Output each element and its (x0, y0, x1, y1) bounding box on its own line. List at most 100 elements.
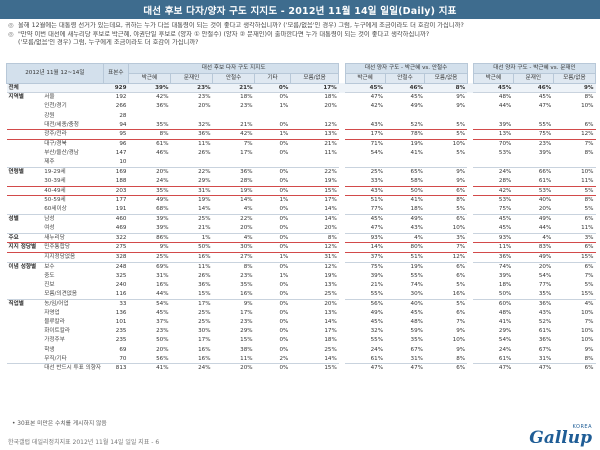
value-cell: 17% (240, 150, 253, 157)
value-cell: 19% (198, 197, 211, 204)
value-cell: 50% (156, 337, 169, 344)
value-cell: 9% (553, 83, 596, 93)
row-label: 30-39세 (44, 177, 66, 184)
value-cell: 49% (538, 254, 552, 261)
group-label: 지지 정당별 (6, 242, 43, 254)
value-cell: 13% (324, 282, 337, 289)
value-cell: 29% (240, 328, 253, 335)
value-cell: 6% (553, 242, 596, 254)
value-cell: 27% (240, 254, 253, 261)
value-cell: 23% (240, 272, 253, 279)
value-cell: 43% (410, 224, 423, 231)
value-cell: 13% (473, 129, 514, 141)
value-cell: 0% (279, 337, 289, 344)
value-cell: 40% (538, 197, 552, 204)
value-cell: 6% (584, 121, 594, 128)
value-cell: 93% (345, 232, 386, 243)
value-cell: 17% (240, 309, 253, 316)
value-cell: 22% (170, 166, 213, 177)
value-cell: 5% (584, 206, 594, 213)
table-row: 대구/경북 96 61% 11% 7% 0% 21% 71% 19% 10% 70% 23% 7% (7, 139, 596, 149)
table-row: 대전/세종/충청 94 35% 32% 21% 0% 12% 43% 52% 5% 39% 55% 6% (7, 120, 596, 130)
sample-size: 101 (115, 319, 127, 326)
col-header: 모름/없음 (424, 72, 468, 84)
group-label (7, 140, 43, 149)
value-cell: 25% (198, 309, 211, 316)
value-cell: 4% (553, 298, 596, 309)
value-cell: 20% (513, 261, 554, 272)
value-cell: 0% (279, 346, 289, 353)
value-cell: 7% (584, 141, 594, 148)
value-cell: 78% (385, 129, 425, 141)
table-row: 강원 28 (7, 111, 596, 121)
value-cell: 0% (254, 298, 291, 309)
sample-size: 28 (119, 112, 127, 119)
value-cell: 47% (345, 92, 386, 103)
table-row: 40-49세 203 35% 31% 19% 0% 15% 43% 50% 6% 42% 53% 5% (6, 185, 596, 197)
row-label: 60세이상 (44, 206, 67, 213)
value-cell: 0% (279, 328, 289, 335)
header-moon: 대선 양자 구도 - 박근혜 vs. 문재인 (472, 63, 597, 74)
value-cell: 59% (410, 328, 423, 335)
value-cell: 67% (410, 346, 423, 353)
value-cell: 45% (345, 213, 386, 224)
sample-size: 147 (115, 150, 127, 157)
value-cell: 11% (198, 141, 211, 148)
value-cell: 39% (498, 272, 512, 279)
value-cell: 0% (279, 224, 289, 231)
value-cell: 19% (410, 141, 423, 148)
value-cell: 10% (581, 328, 594, 335)
value-cell (213, 158, 255, 167)
group-label (6, 185, 43, 197)
value-cell: 25% (324, 346, 337, 353)
value-cell: 48% (473, 92, 514, 103)
value-cell: 83% (513, 242, 554, 254)
value-cell: 54% (128, 298, 171, 309)
value-cell: 17% (198, 337, 211, 344)
value-cell: 19% (385, 261, 425, 272)
value-cell: 25% (198, 319, 211, 326)
value-cell: 35% (410, 337, 423, 344)
row-label: 자영업 (44, 309, 60, 316)
value-cell: 24% (170, 363, 213, 374)
value-cell: 30% (410, 291, 423, 298)
value-cell: 35% (538, 291, 552, 298)
value-cell: 11% (324, 150, 337, 157)
value-cell: 47% (345, 363, 386, 374)
value-cell: 46% (156, 150, 169, 157)
row-label: 인천/경기 (44, 103, 67, 110)
value-cell: 39% (538, 150, 552, 157)
value-cell: 18% (290, 92, 339, 103)
table-row: 주요 새누리당 322 86% 1% 4% 0% 8% 93% 4% 3% 93% 4% 3% (6, 232, 596, 243)
value-cell: 32% (198, 121, 211, 128)
table-row: 광주/전라 95 8% 36% 42% 1% 13% 17% 78% 5% 13% 75% 12% (6, 129, 596, 141)
value-cell: 67% (538, 346, 552, 353)
sample-size: 248 (103, 261, 129, 272)
value-cell: 9% (128, 242, 171, 254)
group-label (7, 102, 43, 111)
group-label: 직업별 (6, 298, 43, 309)
value-cell (425, 158, 467, 167)
value-cell: 7% (424, 242, 468, 254)
col-header: 문재인 (170, 72, 214, 84)
col-header: 박근혜 (344, 72, 386, 84)
value-cell (290, 158, 338, 167)
value-cell: 20% (128, 166, 171, 177)
value-cell: 16% (198, 254, 211, 261)
value-cell: 0% (279, 291, 289, 298)
value-cell: 18% (212, 92, 255, 103)
value-cell: 10% (452, 141, 466, 148)
value-cell: 12% (290, 261, 339, 272)
value-cell: 6% (553, 261, 596, 272)
value-cell: 49% (385, 213, 425, 224)
value-cell: 0% (254, 185, 291, 197)
header-sample: 표본수 (102, 63, 129, 84)
table-row: 가정주부 235 50% 17% 15% 0% 18% 55% 35% 10% 54% 36% 10% (7, 336, 596, 346)
group-label (7, 290, 43, 299)
value-cell: 14% (198, 206, 211, 213)
value-cell: 55% (370, 337, 384, 344)
value-cell: 43% (370, 121, 384, 128)
value-cell (513, 158, 553, 167)
value-cell: 5% (456, 121, 466, 128)
value-cell: 56% (156, 355, 169, 362)
